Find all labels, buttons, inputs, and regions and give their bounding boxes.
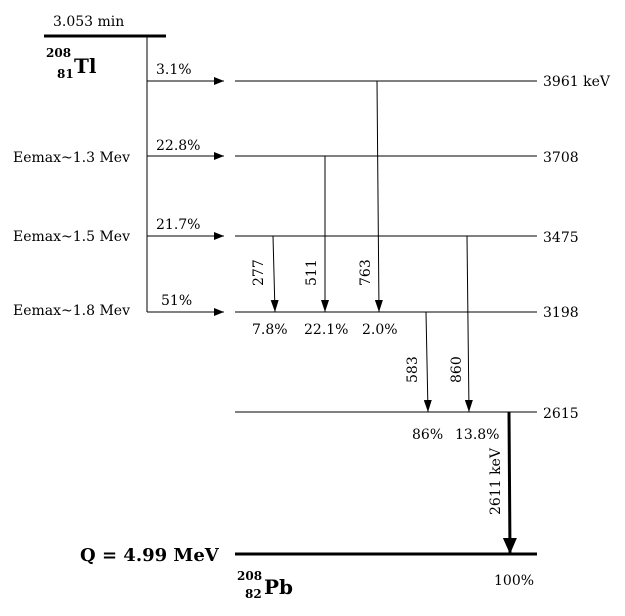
gamma-energy-277: 277 (251, 259, 267, 286)
gamma-intensity-511: 22.1% (304, 322, 348, 338)
gamma-energy-2611: 2611 keV (488, 447, 504, 515)
beta-branch-label-3961: 3.1% (156, 62, 192, 78)
gamma-energy-583: 583 (405, 356, 421, 383)
parent-mass-number: 208 (46, 46, 71, 60)
gamma-energy-763: 763 (358, 259, 374, 286)
beta-branch-label-3708: 22.8% (156, 138, 200, 154)
gamma-arrow-2611 (502, 411, 517, 555)
beta-branch-label-3475: 21.7% (156, 217, 200, 233)
ground-intensity-label: 100% (494, 573, 534, 589)
parent-halflife: 3.053 min (53, 14, 124, 30)
gamma-arrow-583 (423, 311, 432, 413)
gamma-arrow-860 (464, 235, 473, 413)
daughter-mass-number: 208 (237, 569, 262, 583)
level-energy-3198: 3198 (543, 305, 579, 321)
level-energy-2615: 2615 (543, 406, 579, 422)
daughter-symbol: Pb (264, 575, 293, 599)
gamma-intensity-277: 7.8% (252, 322, 288, 338)
gamma-arrow-277 (270, 235, 279, 313)
parent-symbol: Tl (74, 54, 97, 78)
daughter-atomic-number: 82 (245, 587, 262, 601)
gamma-intensity-583: 86% (412, 427, 443, 443)
emax-label-3198: Eemax~1.8 Mev (13, 303, 130, 319)
parent-atomic-number: 81 (57, 67, 74, 81)
beta-branch-label-3198: 51% (161, 293, 192, 309)
level-energy-3708: 3708 (543, 150, 579, 166)
gamma-energy-860: 860 (449, 356, 465, 383)
level-energy-3475: 3475 (543, 230, 579, 246)
level-energy-3961: 3961 keV (543, 74, 611, 90)
gamma-intensity-763: 2.0% (362, 322, 398, 338)
q-value-label: Q = 4.99 MeV (80, 545, 220, 566)
emax-label-3708: Eemax~1.3 Mev (13, 150, 130, 166)
emax-label-3475: Eemax~1.5 Mev (13, 229, 130, 245)
gamma-energy-511: 511 (304, 259, 320, 286)
gamma-intensity-860: 13.8% (455, 427, 499, 443)
gamma-arrow-763 (374, 80, 383, 313)
